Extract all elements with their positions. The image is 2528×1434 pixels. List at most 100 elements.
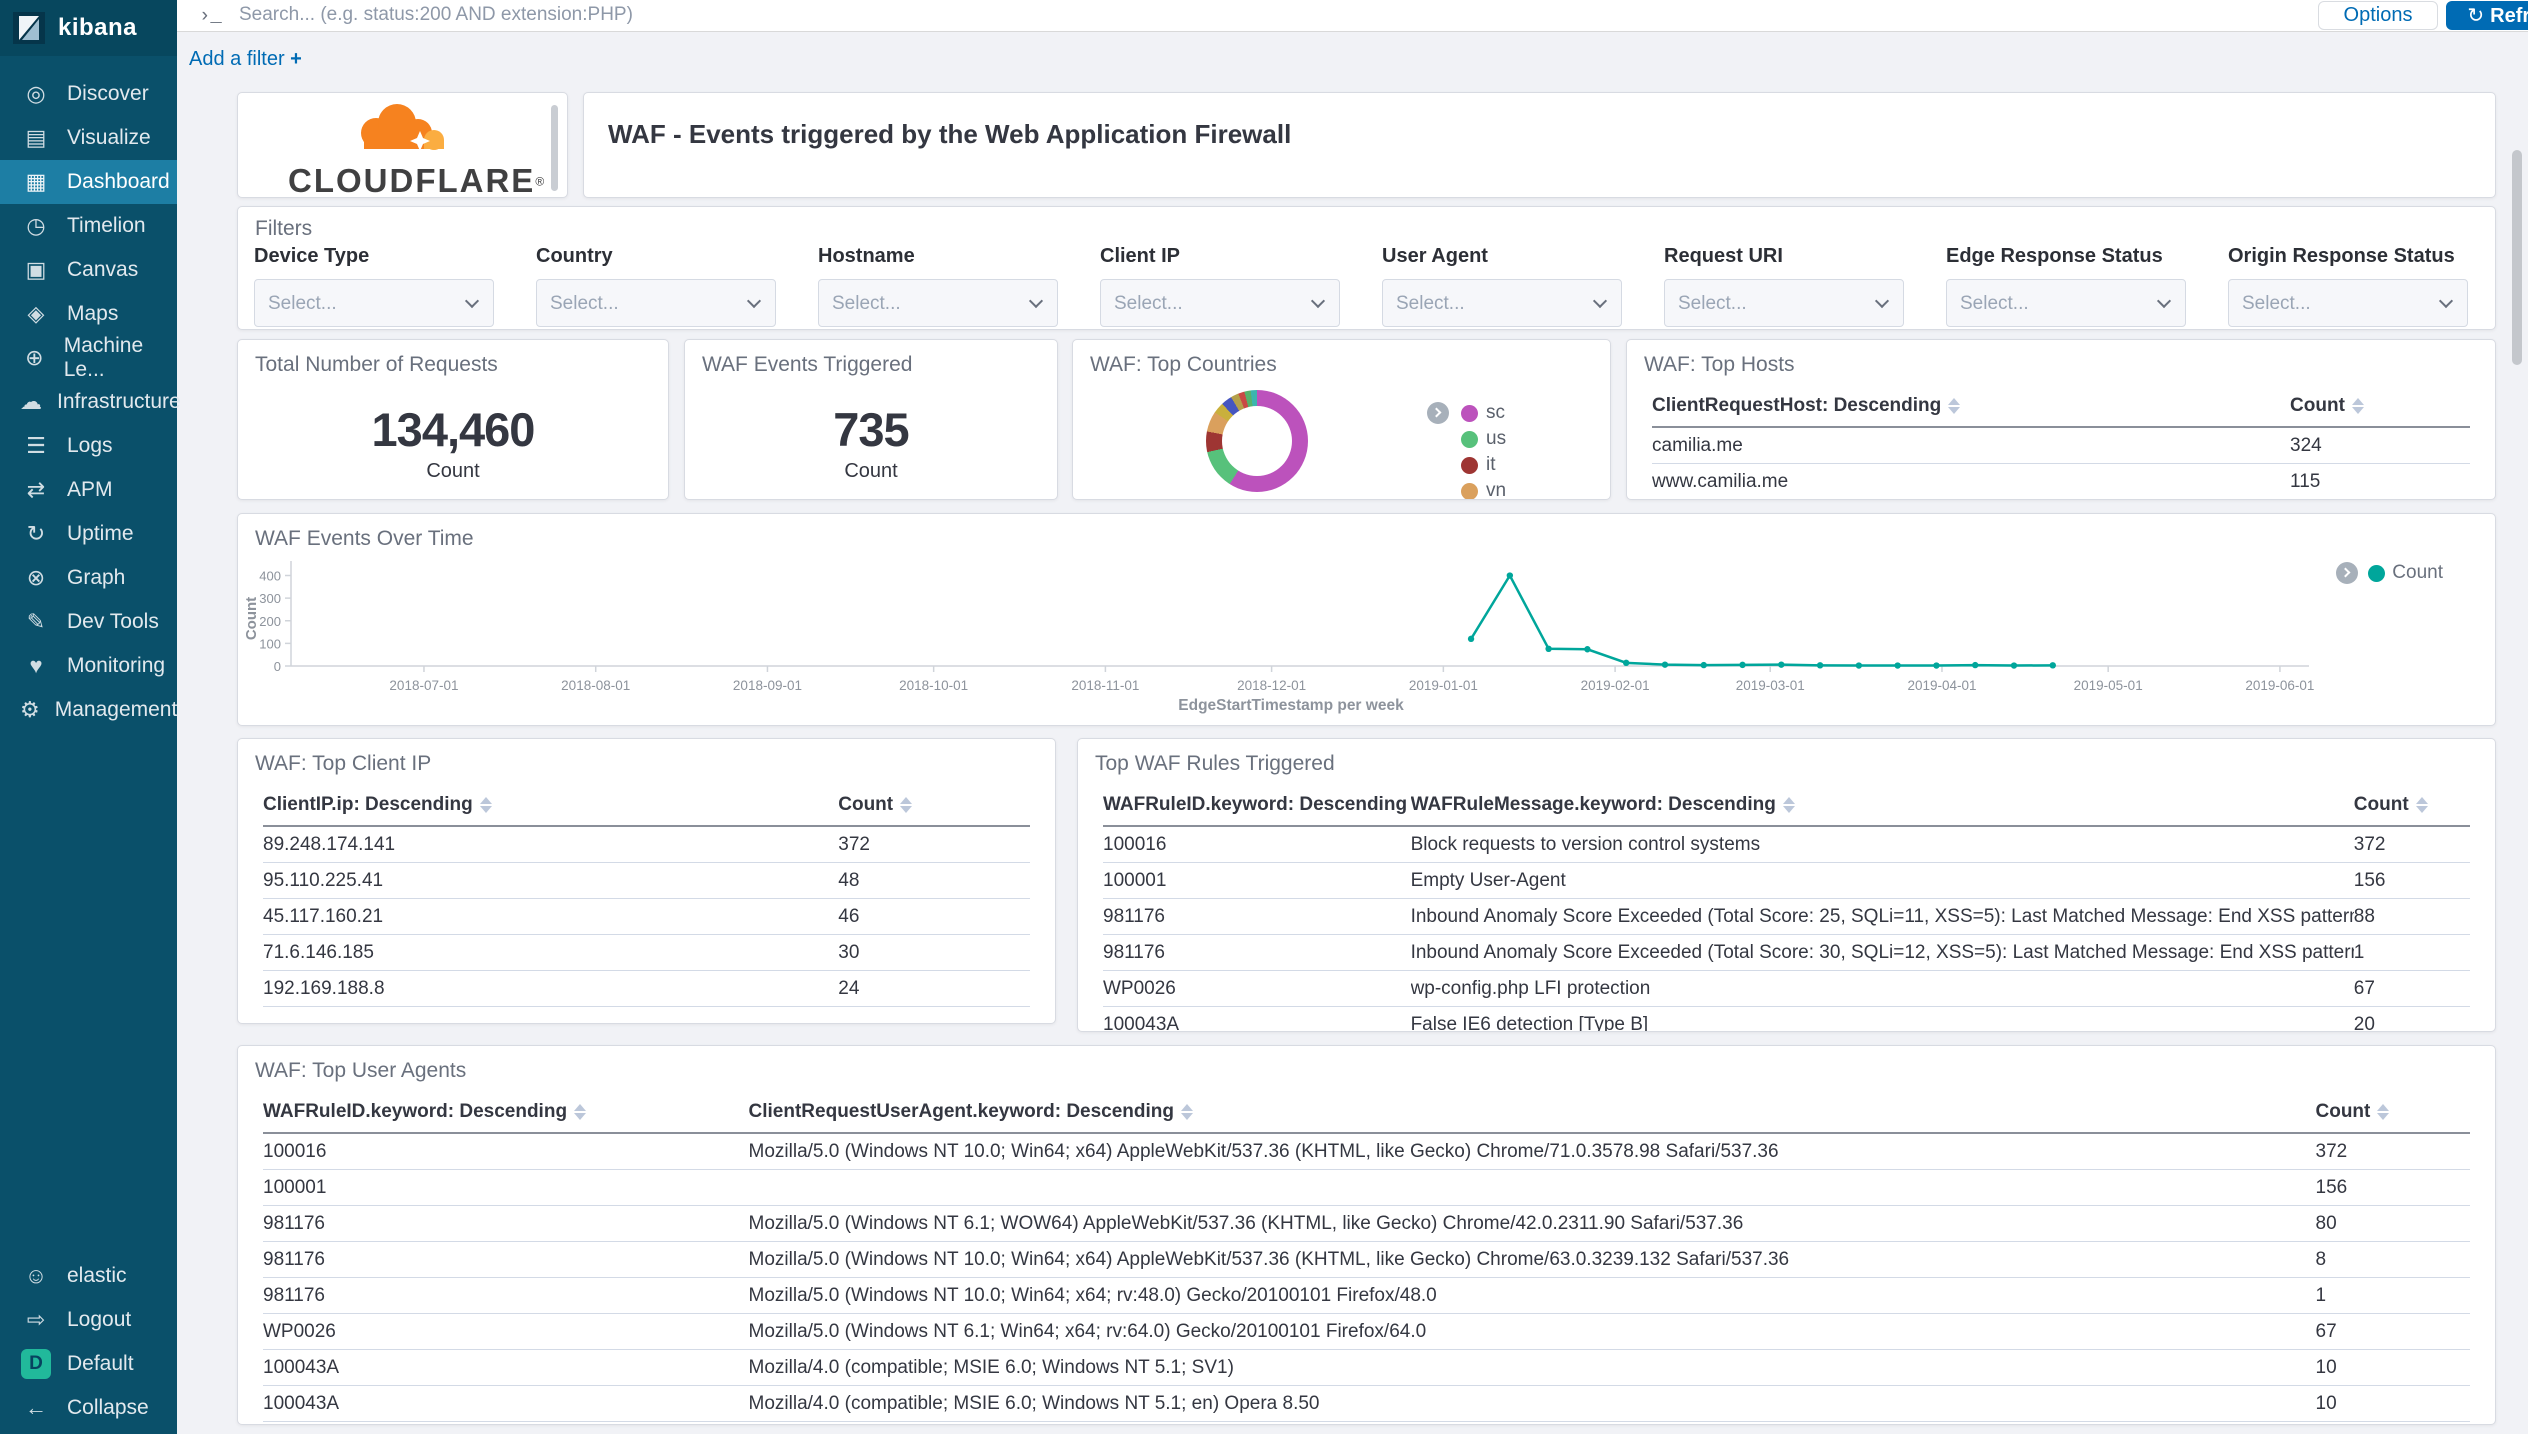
table-row: 100043AMozilla/4.0 (compatible; MSIE 6.0…	[263, 1386, 2470, 1422]
chevron-down-icon	[465, 294, 479, 308]
filter-select-user-agent[interactable]: Select...	[1382, 279, 1622, 327]
data-point[interactable]	[1662, 661, 1668, 667]
legend-series-label[interactable]: Count	[2392, 562, 2443, 584]
legend-series-dot	[2368, 565, 2385, 582]
column-header-wafrulemessage-keyword-descending[interactable]: WAFRuleMessage.keyword: Descending	[1411, 789, 2354, 826]
sidebar-item-dashboard[interactable]: ▦Dashboard	[0, 160, 177, 204]
panel-scrollbar[interactable]	[551, 105, 558, 191]
filter-select-client-ip[interactable]: Select...	[1100, 279, 1340, 327]
column-header-label: WAFRuleMessage.keyword: Descending	[1411, 794, 1776, 815]
filter-field-client-ip: Client IPSelect...	[1100, 245, 1350, 327]
filter-select-hostname[interactable]: Select...	[818, 279, 1058, 327]
sort-icon[interactable]	[480, 797, 492, 813]
sidebar-item-label: Visualize	[67, 126, 151, 150]
sort-icon[interactable]	[1783, 797, 1795, 813]
data-point[interactable]	[1972, 662, 1978, 668]
filter-select-country[interactable]: Select...	[536, 279, 776, 327]
sidebar-item-canvas[interactable]: ▣Canvas	[0, 248, 177, 292]
metric-label: Count	[238, 460, 668, 483]
sort-icon[interactable]	[1948, 398, 1960, 414]
sort-icon[interactable]	[900, 797, 912, 813]
table-row: WP0026Mozilla/5.0 (Windows NT 6.1; Win64…	[263, 1314, 2470, 1350]
data-point[interactable]	[1739, 662, 1745, 668]
data-point[interactable]	[1507, 572, 1513, 578]
sidebar-item-discover[interactable]: ◎Discover	[0, 72, 177, 116]
data-table: WAFRuleID.keyword: DescendingClientReque…	[263, 1096, 2470, 1422]
page-scrollbar[interactable]	[2512, 150, 2522, 365]
column-header-count[interactable]: Count	[2290, 390, 2470, 427]
sidebar-item-logs[interactable]: ☰Logs	[0, 424, 177, 468]
data-point[interactable]	[1623, 660, 1629, 666]
data-point[interactable]	[1545, 646, 1551, 652]
filter-select-edge-response-status[interactable]: Select...	[1946, 279, 2186, 327]
table-cell: 372	[2354, 826, 2470, 863]
data-point[interactable]	[2011, 662, 2017, 668]
data-point[interactable]	[1894, 662, 1900, 668]
search-input[interactable]	[239, 0, 2139, 30]
legend-item-sc[interactable]: sc	[1461, 400, 1506, 426]
column-header-count[interactable]: Count	[838, 789, 1030, 826]
table-row: 192.169.188.824	[263, 971, 1030, 1007]
countries-legend: scusitvn	[1461, 400, 1506, 500]
filter-select-device-type[interactable]: Select...	[254, 279, 494, 327]
column-header-clientip-ip-descending[interactable]: ClientIP.ip: Descending	[263, 789, 838, 826]
refresh-button[interactable]: ↻Refresh	[2446, 1, 2528, 30]
table-cell: 100001	[1103, 863, 1411, 899]
add-filter-button[interactable]: Add a filter +	[189, 48, 302, 71]
timelion-icon: ◷	[20, 213, 52, 239]
panel-title: Top WAF Rules Triggered	[1095, 752, 1335, 776]
sidebar-item-monitoring[interactable]: ♥Monitoring	[0, 644, 177, 688]
top-waf-rules-panel: Top WAF Rules Triggered WAFRuleID.keywor…	[1077, 738, 2496, 1032]
legend-item-vn[interactable]: vn	[1461, 478, 1506, 500]
sidebar-item-timelion[interactable]: ◷Timelion	[0, 204, 177, 248]
sidebar-item-maps[interactable]: ◈Maps	[0, 292, 177, 336]
axis-label: 2018-12-01	[1237, 678, 1306, 693]
sort-icon[interactable]	[2352, 398, 2364, 414]
countries-donut-chart[interactable]	[1206, 390, 1308, 492]
filter-select-origin-response-status[interactable]: Select...	[2228, 279, 2468, 327]
machine-learning-icon: ⊕	[20, 345, 49, 371]
sort-icon[interactable]	[1181, 1104, 1193, 1120]
sidebar-item-management[interactable]: ⚙Management	[0, 688, 177, 732]
legend-collapse-icon[interactable]	[1427, 402, 1449, 424]
data-point[interactable]	[1817, 662, 1823, 668]
column-header-wafruleid-keyword-descending[interactable]: WAFRuleID.keyword: Descending	[263, 1096, 749, 1133]
data-point[interactable]	[1933, 662, 1939, 668]
filter-label: Request URI	[1664, 245, 1914, 268]
data-point[interactable]	[2050, 662, 2056, 668]
total-requests-panel: Total Number of Requests 134,460 Count	[237, 339, 669, 500]
column-header-wafruleid-keyword-descending[interactable]: WAFRuleID.keyword: Descending	[1103, 789, 1411, 826]
chart-legend: Count	[2336, 562, 2443, 584]
refresh-icon: ↻	[2467, 5, 2484, 27]
data-point[interactable]	[1701, 662, 1707, 668]
sidebar-item-logout[interactable]: ⇨Logout	[0, 1298, 177, 1342]
sidebar-item-default[interactable]: DDefault	[0, 1342, 177, 1386]
sidebar-item-label: Monitoring	[67, 654, 165, 678]
sidebar-item-collapse[interactable]: ←Collapse	[0, 1386, 177, 1430]
kibana-logo[interactable]: kibana	[0, 0, 177, 56]
filter-select-request-uri[interactable]: Select...	[1664, 279, 1904, 327]
sidebar-item-infrastructure[interactable]: ☁Infrastructure	[0, 380, 177, 424]
sidebar-item-dev-tools[interactable]: ✎Dev Tools	[0, 600, 177, 644]
data-point[interactable]	[1856, 662, 1862, 668]
column-header-clientrequestuseragent-keyword-descending[interactable]: ClientRequestUserAgent.keyword: Descendi…	[749, 1096, 2316, 1133]
options-button[interactable]: Options	[2318, 1, 2438, 30]
data-point[interactable]	[1584, 646, 1590, 652]
sidebar-item-apm[interactable]: ⇄APM	[0, 468, 177, 512]
legend-item-it[interactable]: it	[1461, 452, 1506, 478]
column-header-clientrequesthost-descending[interactable]: ClientRequestHost: Descending	[1652, 390, 2290, 427]
sidebar-item-elastic[interactable]: ☺elastic	[0, 1254, 177, 1298]
sort-icon[interactable]	[2416, 797, 2428, 813]
sidebar-item-visualize[interactable]: ▤Visualize	[0, 116, 177, 160]
sidebar-item-graph[interactable]: ⊗Graph	[0, 556, 177, 600]
sidebar-item-machine-le[interactable]: ⊕Machine Le...	[0, 336, 177, 380]
data-point[interactable]	[1778, 661, 1784, 667]
data-point[interactable]	[1468, 636, 1474, 642]
sort-icon[interactable]	[574, 1104, 586, 1120]
legend-item-us[interactable]: us	[1461, 426, 1506, 452]
column-header-count[interactable]: Count	[2354, 789, 2470, 826]
sort-icon[interactable]	[2377, 1104, 2389, 1120]
column-header-count[interactable]: Count	[2316, 1096, 2471, 1133]
sidebar-item-uptime[interactable]: ↻Uptime	[0, 512, 177, 556]
legend-collapse-icon[interactable]	[2336, 562, 2358, 584]
